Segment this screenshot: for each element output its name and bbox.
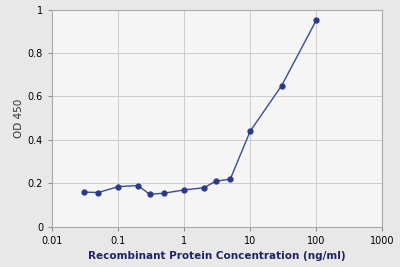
Y-axis label: OD 450: OD 450	[14, 99, 24, 138]
X-axis label: Recombinant Protein Concentration (ng/ml): Recombinant Protein Concentration (ng/ml…	[88, 252, 346, 261]
